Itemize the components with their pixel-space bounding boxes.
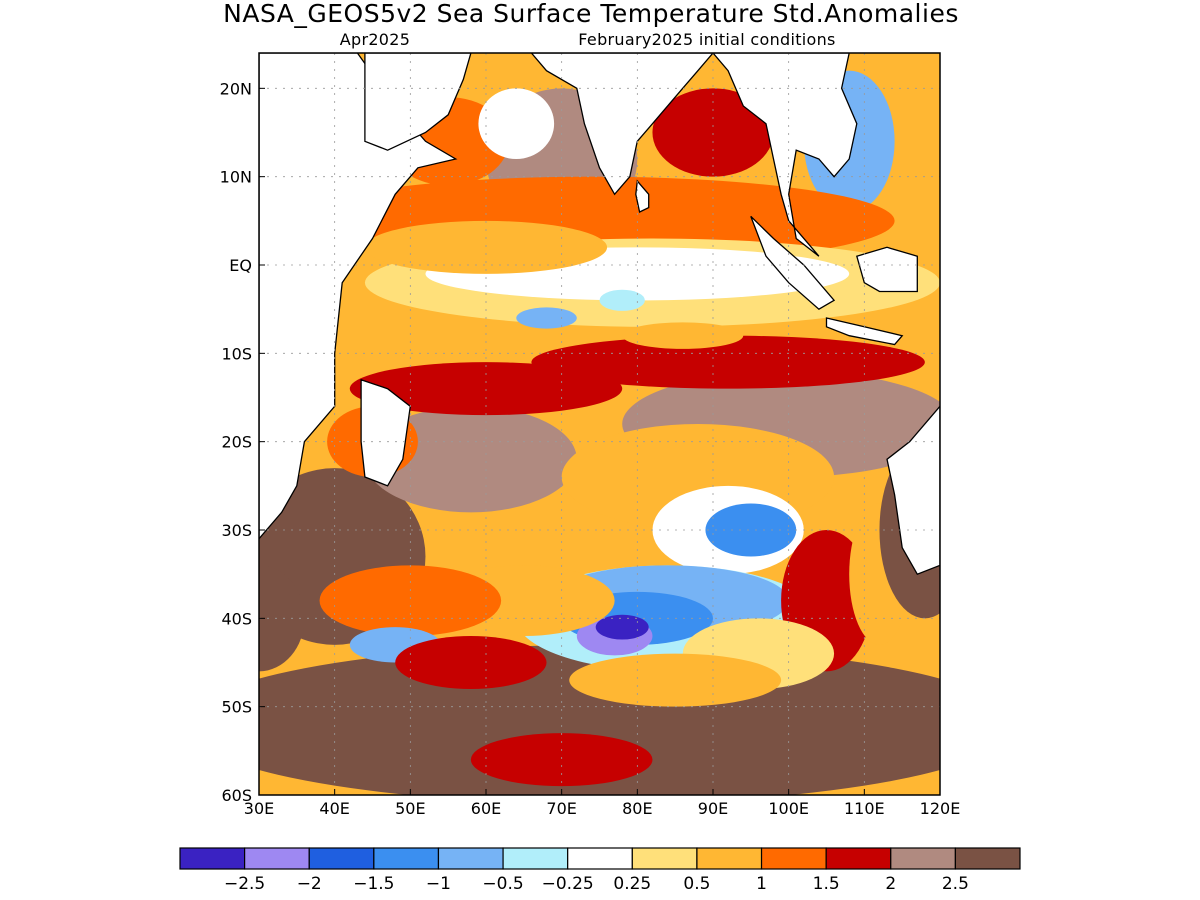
colorbar-swatch [567,847,633,870]
lat-tick-label: 50S [221,698,252,717]
lon-tick-label: 90E [698,799,728,818]
axis-ticks: 30E 40E 50E 60E 70E 80E 90E 100E 110E 120E 20N 10N E… [220,79,961,818]
lat-tick-label: EQ [229,256,252,275]
anomaly-contour [395,636,547,689]
lat-tick-label: 40S [221,609,252,628]
srilanka-land [635,179,650,213]
colorbar: −2.5 −2 −1.5 −1 −0.5 −0.25 0.25 0.5 1 1.5 2 2.5 [179,847,1021,894]
anomaly-contour [569,653,782,707]
anomaly-contour [259,565,305,672]
colorbar-swatch [696,847,763,870]
lat-tick-label: 10S [221,344,252,363]
colorbar-label: −2 [297,874,322,894]
lat-tick-label: 20S [221,433,252,452]
lat-lon-grid [259,53,940,795]
anomaly-contour [622,322,744,349]
colorbar-swatch [437,847,504,870]
anomaly-contour [349,362,623,416]
anomaly-contour [531,335,925,389]
colorbar-swatch [631,847,698,870]
lon-tick-label: 70E [546,799,576,818]
anomaly-contour [595,614,649,640]
colorbar-label: −2.5 [224,874,265,894]
lat-tick-label: 60S [221,786,252,805]
colorbar-swatch [502,847,569,870]
colorbar-label: 2 [885,874,896,894]
colorbar-label: −0.25 [542,874,594,894]
map-frame [258,52,941,796]
anomaly-contour [652,88,774,177]
anomaly-contour [364,406,577,513]
colorbar-swatch [373,847,440,870]
borneo-land [855,246,918,293]
colorbar-label: 1.5 [813,874,840,894]
colorbar-swatch [308,847,375,870]
lon-tick-label: 60E [471,799,501,818]
lon-tick-label: 100E [768,799,809,818]
lon-tick-label: 30E [244,799,274,818]
sumatra-land [750,215,836,310]
se-asia-land [712,53,858,257]
anomaly-contour [364,220,608,274]
anomaly-contour [470,733,653,787]
colorbar-swatch [825,847,892,870]
lat-tick-label: 30S [221,521,252,540]
lon-tick-label: 40E [319,799,349,818]
colorbar-label: −1 [426,874,451,894]
anomaly-contour [705,503,797,557]
colorbar-swatch [760,847,827,870]
madagascar-land [360,378,411,487]
colorbar-swatch [179,847,246,870]
lon-tick-label: 110E [844,799,885,818]
lat-tick-label: 10N [220,168,252,187]
colorbar-label: 2.5 [942,874,969,894]
lon-tick-label: 80E [622,799,652,818]
colorbar-label: 1 [756,874,767,894]
lon-tick-label: 50E [395,799,425,818]
anomaly-contour [478,88,555,159]
anomaly-contour [599,289,645,311]
colorbar-swatch [890,847,956,870]
colorbar-swatch [954,847,1021,870]
page-title: NASA_GEOS5v2 Sea Surface Temperature Std… [223,0,959,28]
subtitle-left: Apr2025 [340,30,411,49]
anomaly-contour [516,307,577,329]
colorbar-label: 0.5 [683,874,710,894]
colorbar-label: −1.5 [353,874,394,894]
arabia-land [364,53,472,151]
lat-tick-label: 20N [220,79,252,98]
australia-land [886,405,940,576]
lon-tick-label: 120E [920,799,961,818]
colorbar-label: −0.5 [482,874,523,894]
colorbar-label: 0.25 [613,874,651,894]
colorbar-swatch [244,847,310,870]
subtitle-right: February2025 initial conditions [578,30,835,49]
map-panel: 30E 40E 50E 60E 70E 80E 90E 100E 110E 120E 20N 10N E… [220,52,961,818]
anomaly-contour [319,565,502,637]
